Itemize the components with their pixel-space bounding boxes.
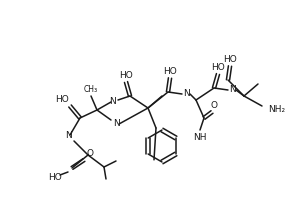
Text: HO: HO [119, 72, 133, 81]
Text: N: N [109, 97, 115, 105]
Text: O: O [211, 101, 218, 110]
Text: HO: HO [211, 63, 225, 73]
Text: CH₃: CH₃ [84, 85, 98, 95]
Text: N: N [184, 89, 190, 99]
Text: O: O [86, 149, 93, 159]
Text: N: N [65, 130, 71, 140]
Text: HO: HO [55, 96, 69, 104]
Text: NH: NH [193, 134, 207, 142]
Text: N: N [114, 120, 120, 128]
Text: HO: HO [223, 56, 237, 64]
Text: N: N [230, 85, 237, 95]
Text: NH₂: NH₂ [268, 105, 285, 115]
Text: HO: HO [163, 67, 177, 77]
Text: HO: HO [48, 174, 62, 182]
